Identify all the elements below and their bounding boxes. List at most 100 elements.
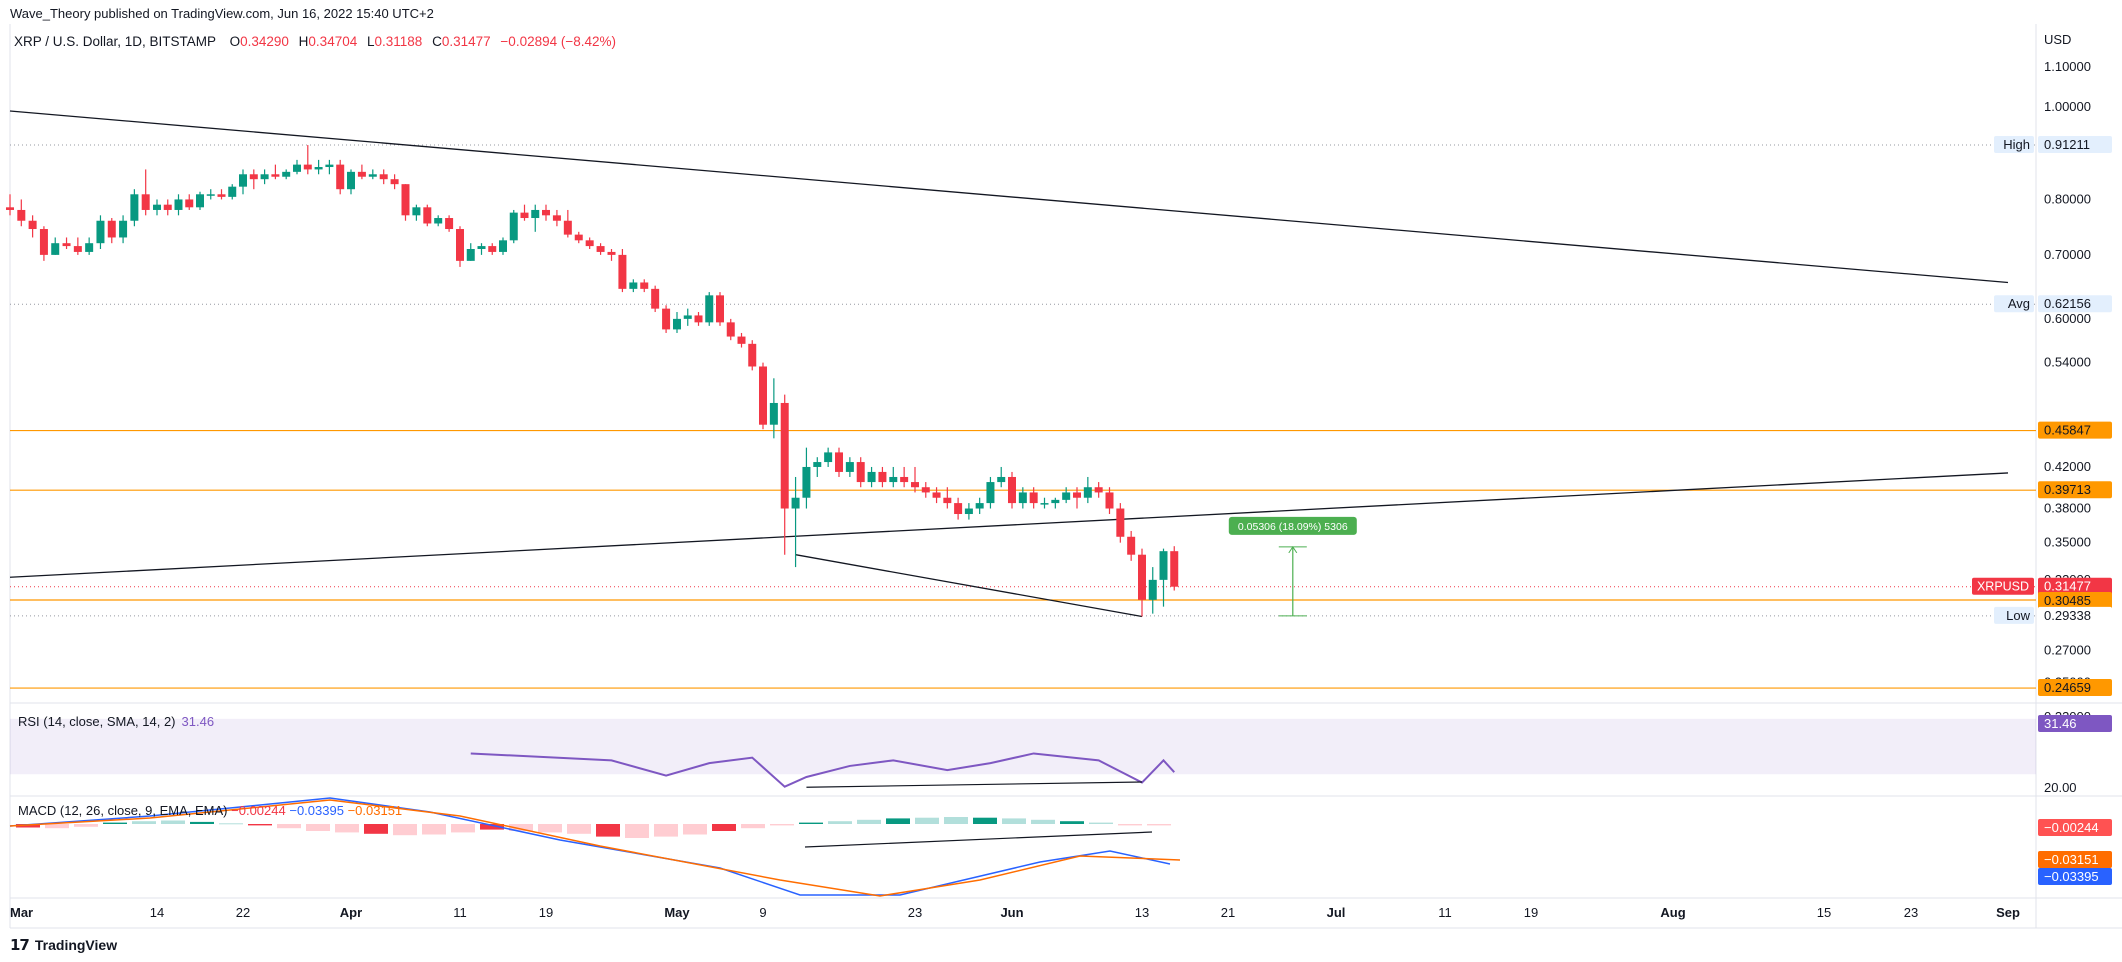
publish-header: Wave_Theory published on TradingView.com…: [10, 6, 434, 21]
hist-value: −0.03151: [347, 803, 403, 818]
low-key: L: [367, 34, 375, 49]
candle-body: [1008, 476, 1016, 504]
close-value: 0.31477: [441, 34, 491, 49]
price-tick-label: 0.70000: [2044, 247, 2091, 262]
rsi-tick-label: 20.00: [2044, 780, 2077, 795]
candle-body: [357, 171, 366, 177]
grid-lines: [9, 24, 2122, 929]
time-tick-label: Jun: [1000, 905, 1023, 920]
macd-histogram-bar: [422, 824, 446, 835]
macd-histogram-bar: [770, 824, 794, 826]
price-tick-label: 0.38000: [2044, 501, 2091, 516]
macd-histogram-bar: [567, 824, 591, 834]
level-tag-box: [2038, 679, 2112, 697]
change-value: −0.02894 (−8.42%): [500, 34, 617, 49]
candle-body: [1127, 536, 1136, 555]
candle-body: [368, 174, 377, 177]
high-value: 0.34704: [308, 34, 358, 49]
level-tag: 0.30485: [2044, 593, 2091, 608]
low-tag: Low: [2006, 608, 2030, 623]
candle-body: [130, 194, 139, 221]
macd-histogram-bar: [857, 819, 881, 824]
candle-body: [737, 336, 746, 344]
candle-body: [1051, 499, 1060, 504]
macd-histogram-bar: [509, 824, 533, 831]
candle-body: [563, 220, 572, 235]
candle-body: [379, 174, 388, 180]
candle-body: [943, 497, 952, 504]
candle-body: [694, 315, 703, 323]
last-price-label: 0.31477: [2044, 579, 2091, 594]
macd-histogram-bar: [625, 824, 649, 838]
macd-value-tag: −0.00244: [2044, 820, 2099, 835]
candle-body: [185, 199, 194, 208]
time-tick-label: Apr: [340, 905, 362, 920]
candle-body: [1116, 508, 1125, 537]
candle-body: [618, 254, 627, 289]
candle-body: [954, 503, 963, 515]
candle-body: [520, 212, 529, 219]
candle-body: [651, 288, 660, 309]
signal-line: [9, 799, 1181, 897]
time-tick-label: 23: [908, 905, 922, 920]
trendline: [9, 472, 2009, 578]
candle-body: [196, 194, 204, 208]
open-key: O: [229, 34, 241, 49]
high-tag-box: [1994, 136, 2034, 153]
macd-histogram-bar: [1060, 821, 1084, 824]
trendline: [795, 554, 1143, 618]
macd-histogram-bar: [538, 824, 562, 833]
macd-histogram-bar: [654, 824, 678, 837]
macd-histogram-bar: [45, 824, 69, 829]
candle-body: [239, 174, 247, 187]
macd-histogram-bar: [335, 824, 359, 833]
measure-label: 0.05306 (18.09%) 5306: [1238, 521, 1348, 533]
candle-body: [813, 462, 822, 467]
macd-histogram-bar: [451, 824, 475, 833]
low-value: 0.31188: [374, 34, 423, 49]
tradingview-footer[interactable]: 𝟭𝟳 TradingView: [10, 936, 117, 954]
rsi-value-tag: 31.46: [2044, 716, 2077, 731]
trendlines: [9, 110, 2009, 618]
candle-body: [542, 209, 550, 216]
candle-body: [1159, 551, 1168, 580]
price-tick-label: 0.60000: [2044, 311, 2091, 326]
ohlc-legend: XRP / U.S. Dollar, 1D, BITSTAMP O0.34290…: [14, 34, 616, 49]
macd-histogram-bar: [16, 824, 40, 828]
macd-histogram-bar: [944, 817, 968, 824]
candle-body: [900, 476, 909, 483]
candle-body: [552, 215, 561, 221]
hist-value-tag-box: [2038, 868, 2112, 885]
time-tick-label: Mar: [10, 905, 33, 920]
candle-body: [585, 240, 594, 247]
macd-histogram-bar: [683, 824, 707, 835]
avg-value-tag: 0.62156: [2044, 296, 2091, 311]
macd-histogram-bar: [1118, 824, 1142, 826]
candle-body: [477, 246, 486, 249]
macd-histogram-bar: [132, 821, 156, 824]
candle-body: [73, 246, 82, 252]
candle-body: [249, 174, 258, 180]
close-key: C: [432, 34, 442, 49]
candle-body: [683, 315, 692, 319]
candle-body: [206, 194, 215, 196]
candle-body: [726, 322, 735, 337]
macd-histogram-bar: [1089, 822, 1113, 824]
candle-body: [1083, 487, 1092, 498]
macd-histogram-bar: [596, 824, 620, 837]
avg-value-tag-box: [2038, 295, 2112, 313]
candle-body: [1148, 579, 1157, 600]
level-tag-box: [2038, 592, 2112, 609]
time-tick-label: 19: [539, 905, 553, 920]
level-tag: 0.24659: [2044, 680, 2091, 695]
time-tick-label: 23: [1904, 905, 1918, 920]
signal-value-tag-box: [2038, 851, 2112, 868]
candle-body: [673, 318, 681, 330]
candles: [6, 145, 1179, 617]
rsi-band: [10, 718, 2036, 775]
candle-body: [997, 476, 1006, 483]
candle-body: [791, 497, 800, 509]
time-tick-label: 13: [1135, 905, 1149, 920]
candle-body: [401, 184, 410, 216]
candle-body: [85, 243, 94, 252]
